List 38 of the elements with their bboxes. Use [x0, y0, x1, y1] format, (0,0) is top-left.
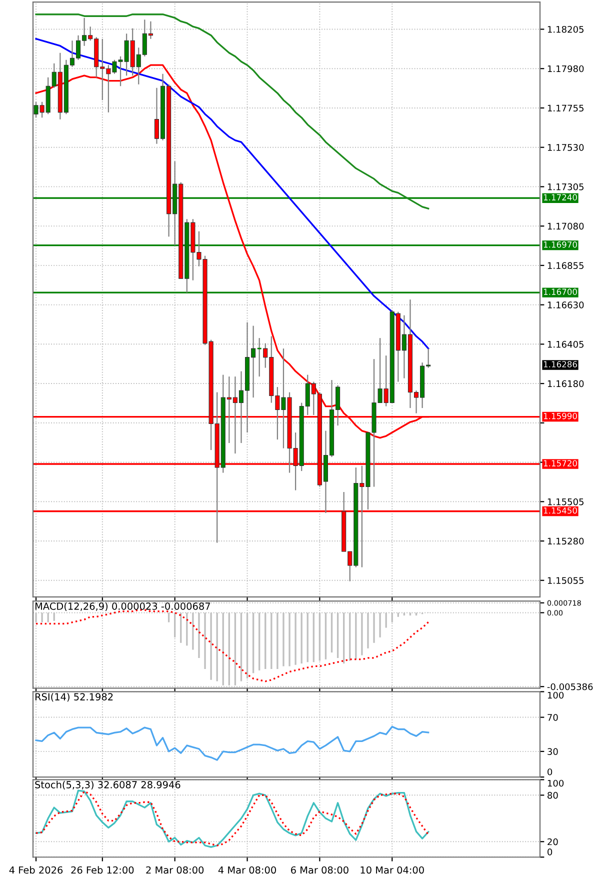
y-tick-label: 100: [548, 780, 564, 787]
chart-title: MACD(12,26,9) 0.000023 -0.000687: [35, 602, 210, 612]
y-tick-label: 1.17530: [548, 144, 584, 151]
x-tick-label: 4 Feb 2026: [9, 866, 63, 874]
y-tick-label: 1.17080: [548, 222, 584, 230]
ref-line-label: 1.15720: [544, 460, 577, 466]
x-tick-label: 26 Feb 12:00: [71, 866, 134, 874]
y-tick-label: 1.17980: [548, 65, 584, 72]
y-tick-label: 1.15280: [548, 538, 584, 545]
y-tick-label: 30: [548, 748, 558, 755]
y-tick-label: 0: [548, 768, 552, 776]
x-tick-label: 2 Mar 08:00: [146, 866, 204, 874]
y-tick-label: 1.16180: [548, 380, 584, 388]
ref-line-label: 1.16700: [544, 288, 577, 295]
ref-line-label: 1.15450: [544, 507, 577, 514]
x-tick-label: 10 Mar 04:00: [360, 866, 424, 874]
y-tick-label: 1.15055: [548, 577, 584, 584]
y-tick-label: 1.16405: [548, 340, 584, 348]
text: 1.16286: [544, 361, 577, 368]
chart-title: Stoch(5,3,3) 32.6087 28.9946: [35, 780, 180, 790]
y-tick-label: 1.18205: [548, 26, 584, 33]
y-tick-label: -0.005386: [547, 683, 593, 690]
x-tick-label: 4 Mar 08:00: [218, 866, 276, 874]
y-tick-label: 1.16855: [548, 262, 584, 269]
y-tick-label: 70: [548, 714, 558, 721]
y-tick-label: 1.17305: [548, 183, 584, 190]
y-tick-label: 80: [548, 792, 558, 799]
y-tick-label: 100: [548, 692, 564, 699]
ref-line-label: 1.16970: [544, 241, 577, 248]
ref-line-label: 1.15990: [544, 412, 577, 420]
y-tick-label: 1.16630: [548, 302, 584, 308]
y-tick-label: 20: [548, 838, 558, 846]
y-tick-label: 1.17755: [548, 104, 584, 112]
y-tick-label: 1.15505: [548, 498, 584, 506]
ref-line-label: 1.17240: [544, 194, 577, 200]
x-tick-label: 6 Mar 08:00: [291, 866, 348, 874]
chart-title: RSI(14) 52.1982: [35, 692, 113, 702]
y-tick-label: 0: [548, 848, 552, 856]
